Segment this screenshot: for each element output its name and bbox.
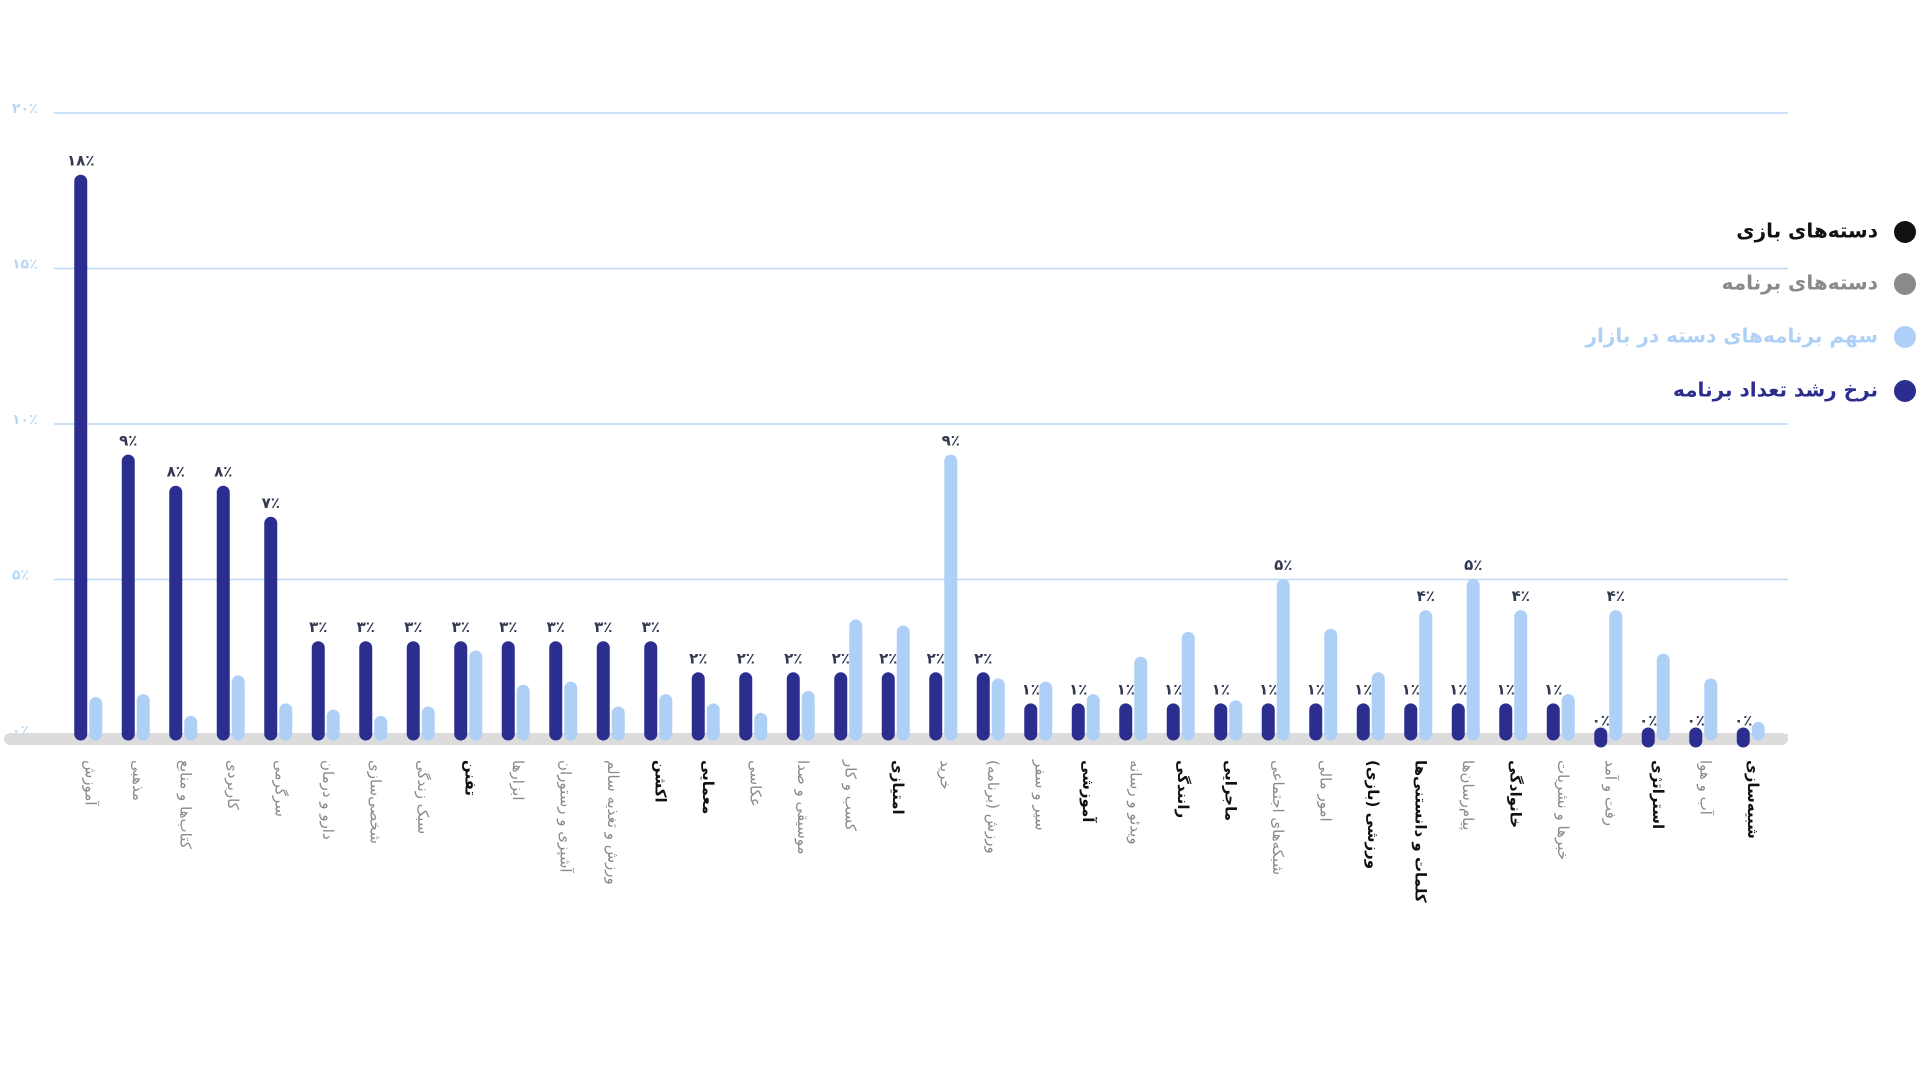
legend-label: سهم برنامه‌های دسته در بازار xyxy=(1585,324,1879,348)
x-tick-label: خانوادگی xyxy=(1506,760,1524,828)
x-tick-label: معمایی xyxy=(699,760,717,814)
legend-swatch xyxy=(1894,273,1916,295)
x-tick-label: کسب و کار xyxy=(841,759,859,832)
y-tick-label: ۱۰٪ xyxy=(12,412,38,428)
data-label: ۰٪ xyxy=(1687,712,1705,730)
x-tick-label: کاربردی xyxy=(224,760,242,811)
data-label: ۳٪ xyxy=(547,618,565,636)
data-label: ۰٪ xyxy=(1639,712,1657,730)
x-tick-label: ورزش (برنامه) xyxy=(984,760,1002,854)
x-tick-label: خرید xyxy=(936,760,954,790)
data-label: ۲٪ xyxy=(689,649,707,667)
x-tick-label: شبکه‌های اجتماعی xyxy=(1269,760,1287,875)
x-tick-label: تفنن xyxy=(461,760,479,796)
legend-label: دسته‌های بازی xyxy=(1736,219,1878,243)
data-label: ۳٪ xyxy=(357,618,375,636)
x-tick-label: ورزش و تغذیه سالم xyxy=(604,760,622,885)
legend-swatch xyxy=(1894,380,1916,402)
data-label: ۴٪ xyxy=(1607,587,1625,605)
x-tick-label: امور مالی xyxy=(1316,760,1334,822)
data-label: ۱٪ xyxy=(1307,680,1325,698)
data-label: ۳٪ xyxy=(404,618,422,636)
x-tick-label: کلمات و دانستنی‌ها xyxy=(1411,760,1429,903)
data-label: ۱٪ xyxy=(1259,680,1277,698)
data-label: ۱٪ xyxy=(1212,680,1230,698)
x-tick-label: امتیازی xyxy=(889,760,907,815)
data-label: ۱٪ xyxy=(1069,680,1087,698)
x-tick-label: خبرها و نشریات xyxy=(1554,760,1572,860)
x-tick-label: عکاسی xyxy=(746,760,764,807)
legend-label: نرخ رشد تعداد برنامه xyxy=(1673,378,1878,402)
x-tick-label: سیر و سفر xyxy=(1031,759,1049,831)
data-label: ۵٪ xyxy=(1464,556,1482,574)
data-label: ۴٪ xyxy=(1512,587,1530,605)
x-tick-label: ابزارها xyxy=(509,760,527,801)
data-label: ۱٪ xyxy=(1449,680,1467,698)
data-label: ۱٪ xyxy=(1497,680,1515,698)
x-tick-label: پیام‌رسان‌ها xyxy=(1458,760,1477,830)
data-label: ۸٪ xyxy=(167,463,185,481)
x-tick-label: ورزشی (بازی) xyxy=(1364,760,1382,869)
x-tick-label: رفت و آمد xyxy=(1601,760,1619,826)
x-tick-label: ماجرایی xyxy=(1221,760,1239,821)
x-tick-label: شخصی‌سازی xyxy=(366,760,384,844)
x-tick-label: استراتژی xyxy=(1649,760,1667,829)
data-label: ۲٪ xyxy=(784,649,802,667)
data-label: ۹٪ xyxy=(119,432,137,450)
legend-swatch xyxy=(1894,221,1916,243)
x-tick-label: آموزش xyxy=(81,760,99,806)
baseline xyxy=(4,733,1788,745)
data-label: ۱٪ xyxy=(1022,680,1040,698)
x-tick-label: رانندگی xyxy=(1174,760,1192,818)
x-tick-label: موسیقی و صدا xyxy=(794,760,812,855)
data-label: ۱٪ xyxy=(1164,680,1182,698)
legend-label: دسته‌های برنامه xyxy=(1722,271,1878,295)
data-label: ۲٪ xyxy=(927,649,945,667)
data-label: ۲٪ xyxy=(737,649,755,667)
x-tick-label: مذهبی xyxy=(129,760,147,801)
data-label: ۱٪ xyxy=(1544,680,1562,698)
data-label: ۲٪ xyxy=(974,649,992,667)
data-label: ۷٪ xyxy=(262,494,280,512)
y-tick-label: ۲۰٪ xyxy=(12,101,38,117)
data-label: ۳٪ xyxy=(309,618,327,636)
legend-swatch xyxy=(1894,326,1916,348)
data-label: ۴٪ xyxy=(1417,587,1435,605)
y-tick-label: ۱۵٪ xyxy=(12,257,38,273)
data-label: ۰٪ xyxy=(1592,712,1610,730)
data-label: ۱٪ xyxy=(1402,680,1420,698)
x-tick-label: دارو و درمان xyxy=(319,760,337,840)
x-tick-label: ویدئو و رسانه xyxy=(1126,760,1144,845)
data-label: ۰٪ xyxy=(1734,712,1752,730)
x-tick-label: آموزشی xyxy=(1079,760,1097,823)
x-tick-label: کتاب‌ها و منابع xyxy=(176,760,194,850)
data-label: ۵٪ xyxy=(1274,556,1292,574)
data-label: ۳٪ xyxy=(594,618,612,636)
x-tick-label: آب و هوا xyxy=(1696,760,1714,816)
x-tick-label: سرگرمی xyxy=(271,760,289,817)
x-tick-label: آشپزی و رستوران xyxy=(555,760,574,873)
data-label: ۳٪ xyxy=(452,618,470,636)
data-label: ۳٪ xyxy=(499,618,517,636)
data-label: ۳٪ xyxy=(642,618,660,636)
x-tick-label: سبک زندگی xyxy=(414,760,432,834)
data-label: ۲٪ xyxy=(879,649,897,667)
data-label: ۱۸٪ xyxy=(67,152,94,170)
data-label: ۸٪ xyxy=(214,463,232,481)
y-tick-label: ۵٪ xyxy=(12,568,29,584)
data-label: ۱٪ xyxy=(1117,680,1135,698)
x-tick-label: اکشن xyxy=(651,760,669,803)
x-tick-label: شبیه‌سازی xyxy=(1744,760,1762,839)
data-label: ۹٪ xyxy=(942,432,960,450)
data-label: ۲٪ xyxy=(832,649,850,667)
data-label: ۱٪ xyxy=(1354,680,1372,698)
